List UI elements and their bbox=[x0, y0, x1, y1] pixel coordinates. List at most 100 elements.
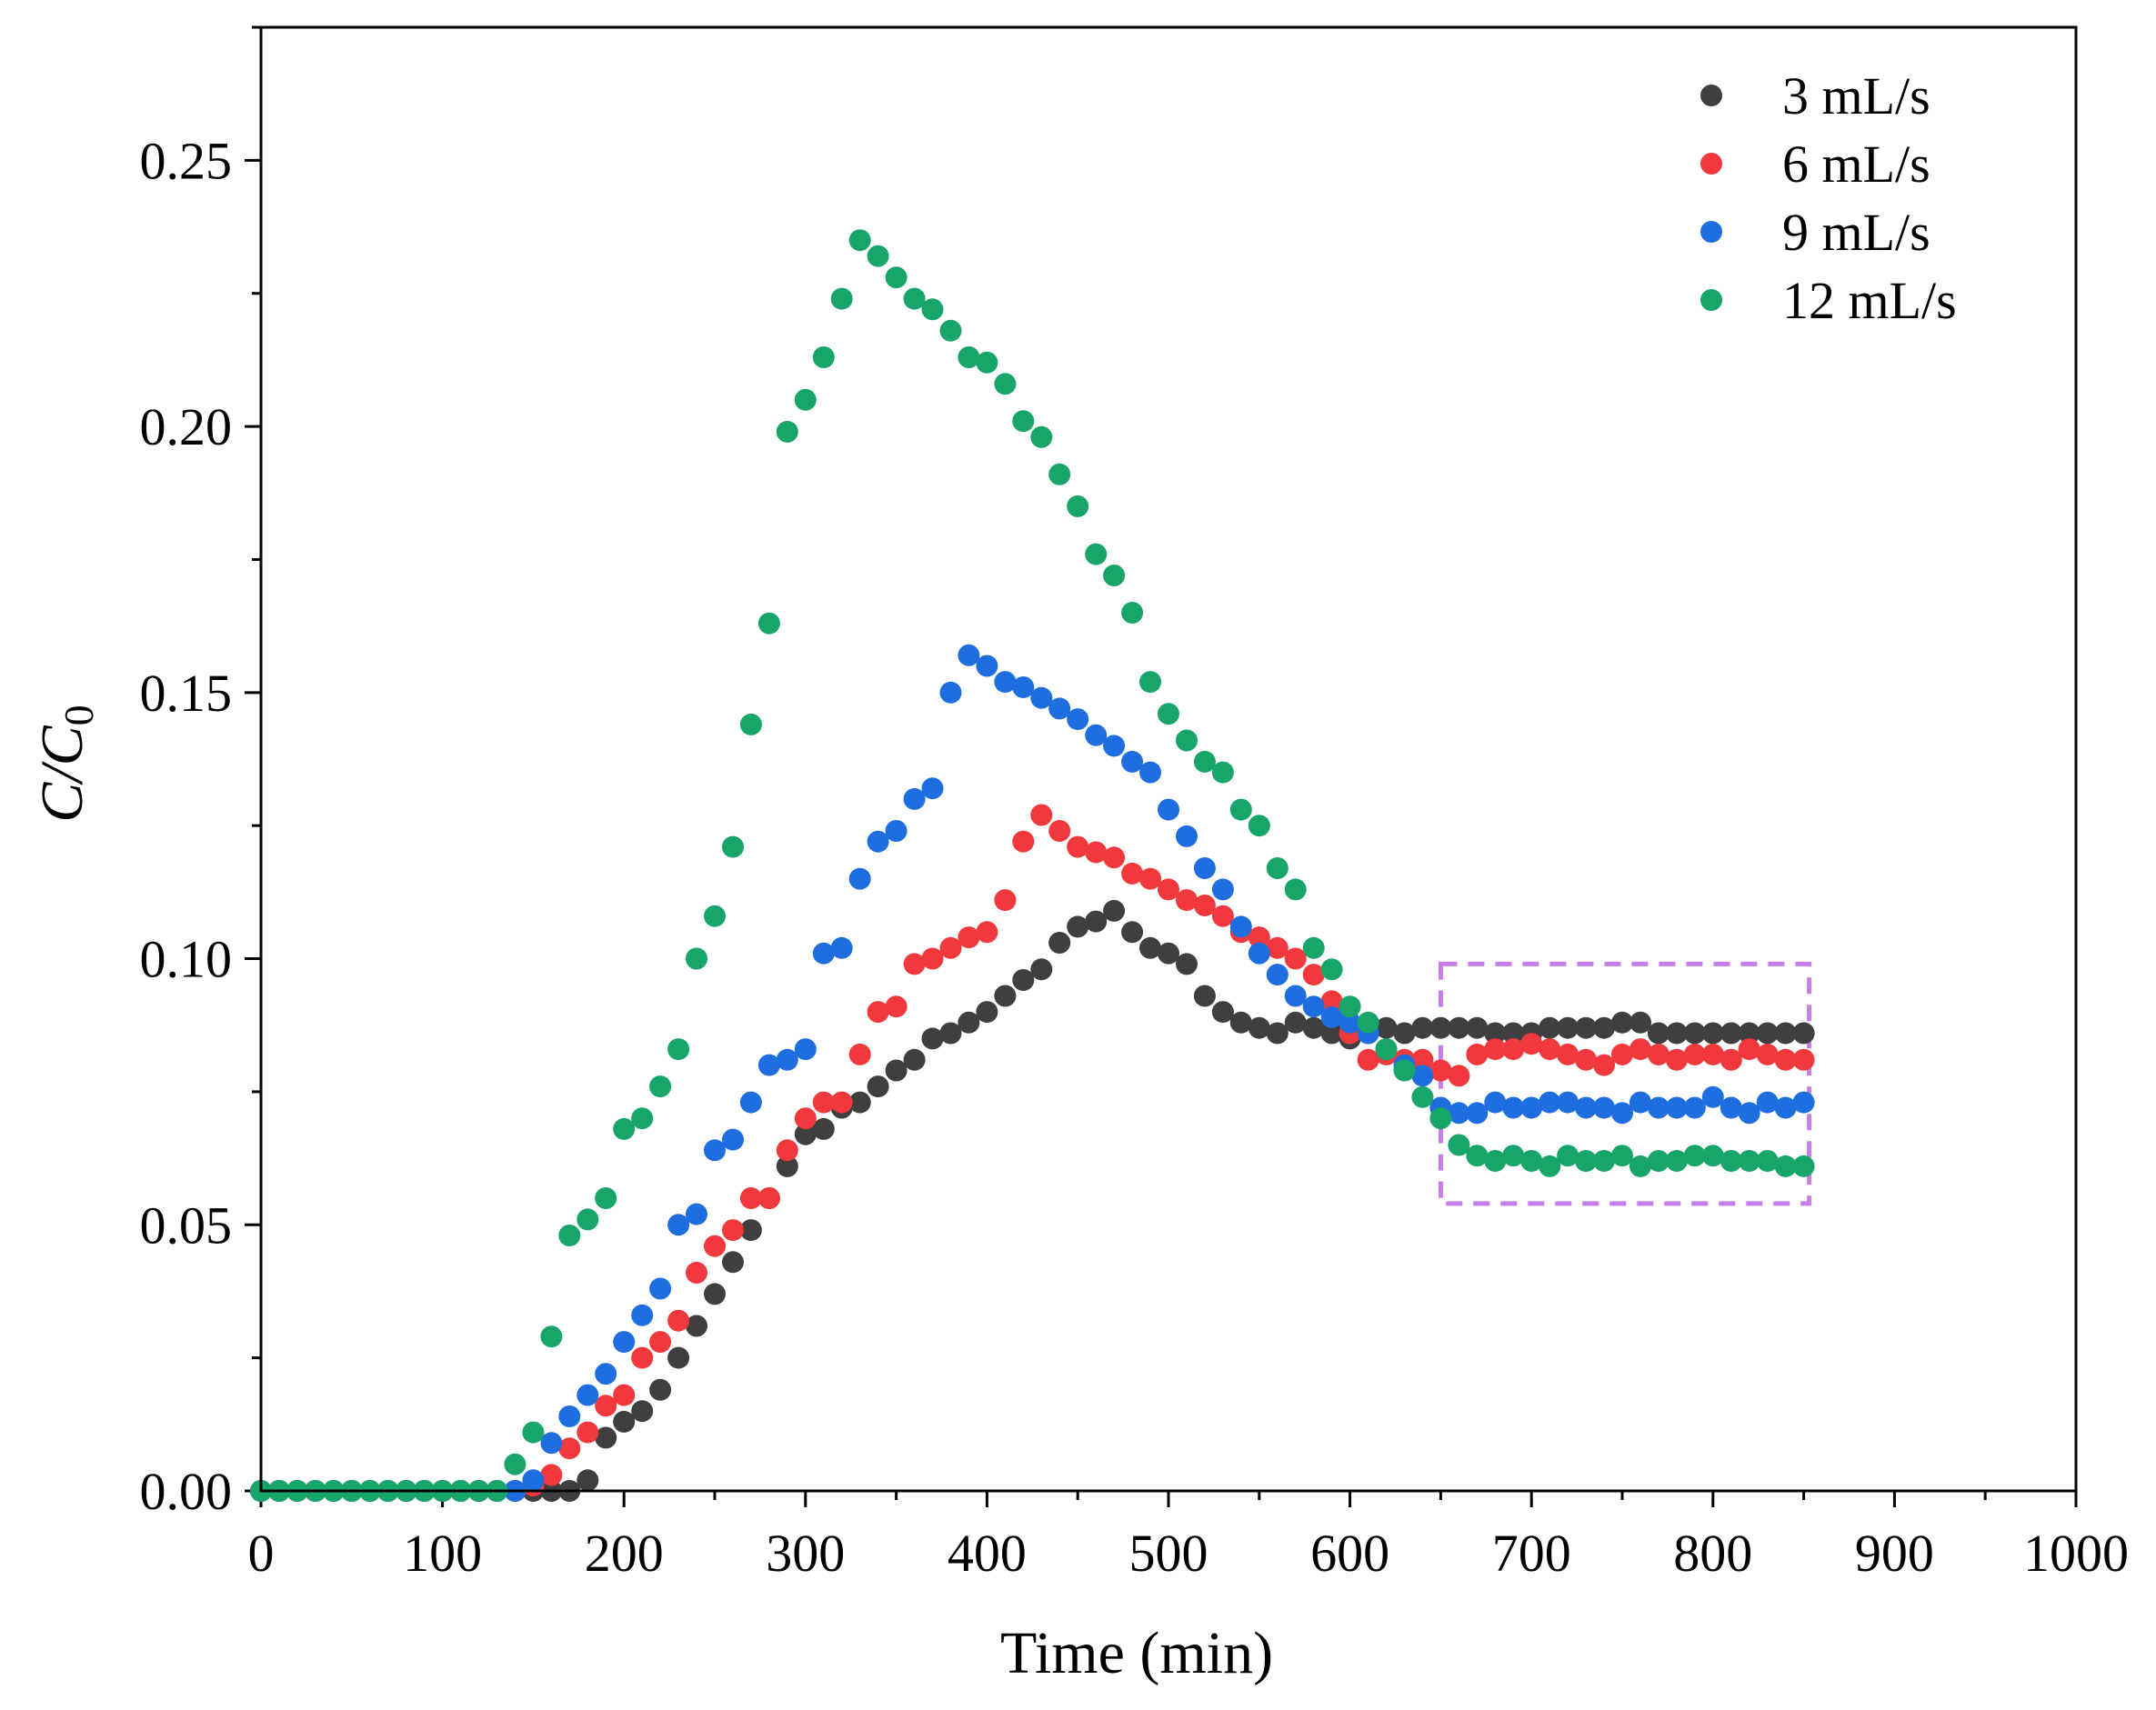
data-point bbox=[1012, 969, 1035, 991]
data-point bbox=[1557, 1016, 1579, 1039]
data-point bbox=[1103, 565, 1126, 586]
data-point bbox=[1701, 1145, 1724, 1167]
data-point bbox=[1085, 841, 1108, 864]
data-point bbox=[1266, 936, 1289, 959]
data-point bbox=[1211, 1001, 1234, 1024]
data-point bbox=[1502, 1022, 1525, 1045]
data-point bbox=[1557, 1145, 1579, 1167]
data-point bbox=[631, 1400, 654, 1423]
data-point bbox=[1701, 1085, 1724, 1108]
data-point bbox=[1647, 1096, 1670, 1119]
data-point bbox=[1774, 1048, 1797, 1071]
legend-marker bbox=[1700, 85, 1722, 106]
data-point bbox=[1630, 1011, 1651, 1034]
data-point bbox=[1630, 1155, 1651, 1177]
data-point bbox=[1683, 1022, 1706, 1045]
data-point bbox=[939, 936, 962, 959]
data-point bbox=[1320, 1005, 1343, 1028]
data-point bbox=[958, 926, 980, 949]
y-axis-title: C/C0 bbox=[29, 705, 102, 822]
data-point bbox=[1103, 735, 1126, 757]
x-tick-label: 200 bbox=[585, 1524, 664, 1583]
data-point bbox=[812, 1091, 835, 1114]
data-point bbox=[1393, 1059, 1416, 1082]
data-point bbox=[739, 713, 762, 735]
data-point bbox=[649, 1277, 672, 1300]
data-point bbox=[577, 1469, 599, 1492]
data-point bbox=[1067, 835, 1089, 858]
data-points bbox=[250, 229, 1815, 1502]
data-point bbox=[830, 1091, 853, 1114]
legend-label: 6 mL/s bbox=[1782, 135, 1930, 194]
data-point bbox=[1575, 1016, 1598, 1039]
data-point bbox=[595, 1426, 617, 1449]
data-point bbox=[1448, 1102, 1470, 1125]
highlight-box-layer bbox=[1438, 961, 1812, 1206]
data-point bbox=[903, 787, 926, 810]
data-point bbox=[577, 1421, 599, 1444]
data-point bbox=[686, 947, 707, 970]
data-point bbox=[722, 1219, 744, 1242]
data-point bbox=[1738, 1102, 1760, 1125]
data-point bbox=[958, 346, 980, 368]
data-point bbox=[1176, 825, 1198, 847]
data-point bbox=[776, 1139, 798, 1162]
data-point bbox=[1320, 1022, 1343, 1045]
data-point bbox=[1248, 942, 1270, 965]
data-point bbox=[1502, 1145, 1525, 1167]
data-point bbox=[921, 777, 944, 800]
data-point bbox=[1466, 1145, 1489, 1167]
data-point bbox=[1411, 1016, 1434, 1039]
data-point bbox=[1792, 1022, 1815, 1045]
data-point bbox=[577, 1384, 599, 1406]
data-point bbox=[1792, 1048, 1815, 1071]
y-tick-label: 0.25 bbox=[140, 131, 233, 190]
data-point bbox=[885, 995, 908, 1018]
data-point bbox=[704, 905, 726, 927]
data-point bbox=[976, 921, 998, 944]
data-point bbox=[1302, 995, 1325, 1018]
data-point bbox=[739, 1091, 762, 1114]
data-point bbox=[1774, 1155, 1797, 1177]
data-point bbox=[921, 1027, 944, 1050]
data-point bbox=[540, 1464, 563, 1486]
data-point bbox=[1484, 1022, 1507, 1045]
data-point bbox=[1048, 463, 1071, 485]
x-tick-label: 600 bbox=[1310, 1524, 1389, 1583]
data-point bbox=[1575, 1150, 1598, 1172]
data-point bbox=[1411, 1085, 1434, 1108]
data-point bbox=[1593, 1096, 1615, 1119]
data-point bbox=[848, 867, 871, 890]
x-tick-label: 300 bbox=[766, 1524, 845, 1583]
data-point bbox=[1048, 697, 1071, 720]
data-point bbox=[649, 1331, 672, 1354]
data-point bbox=[1520, 1150, 1543, 1172]
data-point bbox=[595, 1395, 617, 1417]
legend-label: 3 mL/s bbox=[1782, 66, 1930, 125]
data-point bbox=[631, 1304, 654, 1326]
data-point bbox=[1176, 953, 1198, 975]
data-point bbox=[1448, 1134, 1470, 1156]
data-point bbox=[1611, 1102, 1633, 1125]
data-point bbox=[1411, 1065, 1434, 1087]
data-point bbox=[1720, 1150, 1742, 1172]
data-point bbox=[1302, 1016, 1325, 1039]
data-point bbox=[522, 1421, 545, 1444]
data-point bbox=[1520, 1096, 1543, 1119]
data-point bbox=[939, 681, 962, 704]
data-point bbox=[1756, 1091, 1779, 1114]
data-point bbox=[739, 1187, 762, 1209]
data-point bbox=[1284, 985, 1307, 1007]
data-point bbox=[1611, 1011, 1633, 1034]
data-point bbox=[613, 1410, 636, 1433]
data-point bbox=[1484, 1150, 1507, 1172]
data-point bbox=[1067, 915, 1089, 938]
data-point bbox=[776, 1048, 798, 1071]
data-point bbox=[1139, 671, 1161, 694]
data-point bbox=[1593, 1054, 1615, 1076]
x-tick-label: 800 bbox=[1673, 1524, 1752, 1583]
data-point bbox=[1139, 936, 1161, 959]
x-tick-label: 900 bbox=[1855, 1524, 1934, 1583]
data-point bbox=[667, 1309, 690, 1332]
axis-ticks: 0 100 200 300 400 500 600 700 800 900 1000 0.00 0.05… bbox=[140, 25, 2129, 1583]
